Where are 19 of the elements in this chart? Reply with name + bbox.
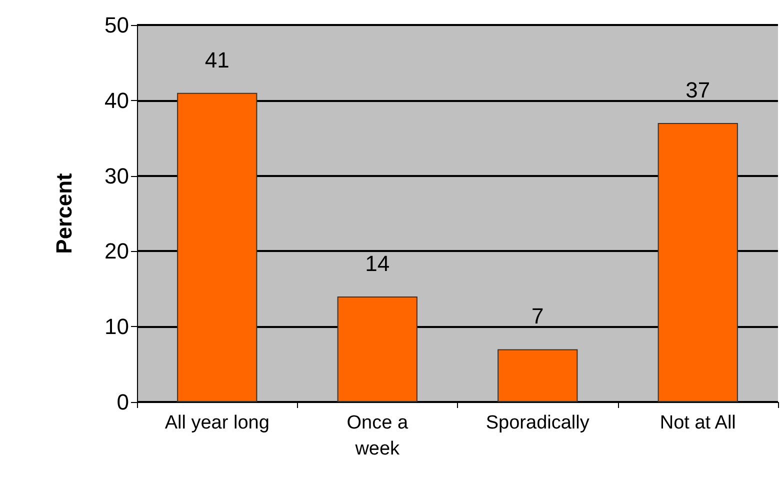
y-tick-label: 10: [104, 314, 129, 340]
y-tick-label: 0: [116, 390, 129, 414]
bar: [177, 92, 258, 402]
x-tick-label: All year long: [164, 412, 270, 434]
bar: [498, 349, 578, 402]
bar: [658, 123, 738, 402]
y-tick-label: 50: [104, 12, 129, 38]
data-label: 41: [204, 47, 230, 72]
x-tick-label: Sporadically: [486, 412, 590, 434]
data-label: 7: [532, 304, 544, 329]
data-label: 14: [365, 250, 390, 276]
y-tick-label: 20: [104, 238, 129, 264]
y-tick-label: 40: [104, 88, 129, 113]
y-axis-title: Percent: [52, 172, 76, 254]
x-tick-label: Not at All: [660, 412, 736, 434]
y-tick-label: 30: [104, 163, 129, 188]
x-tick-label: Once a week: [346, 412, 408, 460]
bar: [337, 296, 418, 402]
data-label: 37: [686, 78, 710, 103]
